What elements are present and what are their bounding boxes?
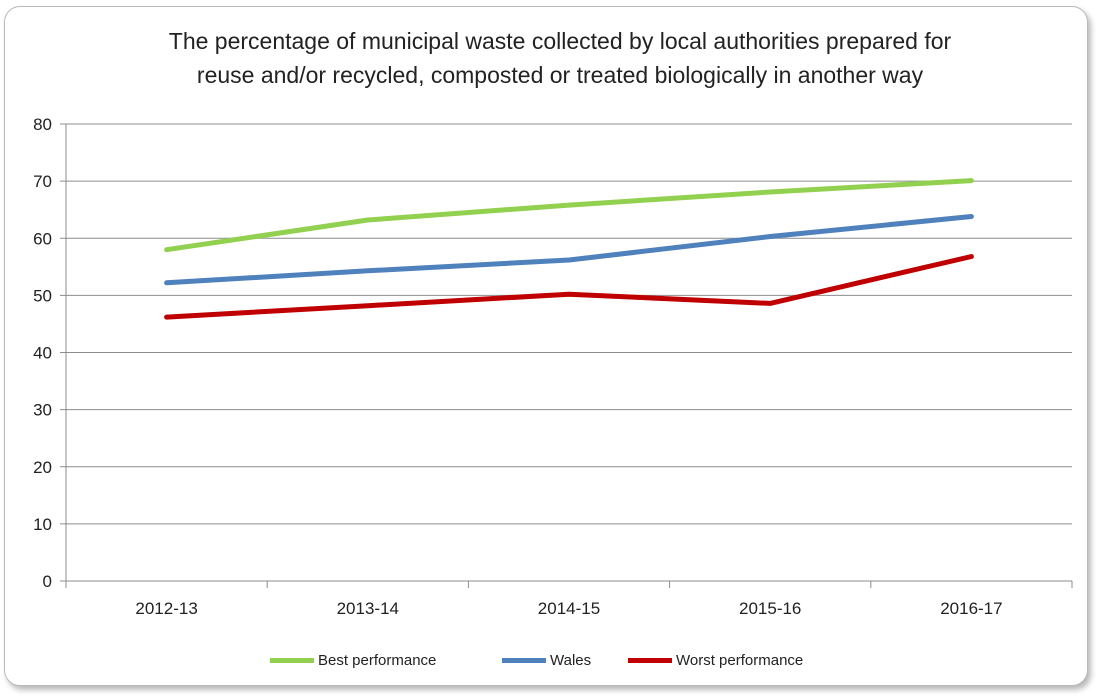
y-tick-label: 10 [33, 515, 52, 534]
series-line-wales [164, 214, 974, 286]
y-tick-label: 60 [33, 229, 52, 248]
series-line-best-performance [164, 178, 974, 253]
y-tick-label: 80 [33, 115, 52, 134]
legend-item-best-performance: Best performance [270, 648, 436, 672]
legend-label-worst-performance: Worst performance [676, 651, 804, 669]
axes [60, 123, 1073, 588]
x-tick-label: 2014-15 [538, 599, 600, 618]
y-tick-label: 20 [33, 458, 52, 477]
chart-title: The percentage of municipal waste collec… [60, 24, 1060, 92]
chart-title-line-1: The percentage of municipal waste collec… [168, 28, 952, 54]
y-tick-label: 70 [33, 172, 52, 191]
x-tick-label: 2013-14 [337, 599, 399, 618]
legend-label-wales: Wales [550, 651, 592, 669]
legend-item-worst-performance: Worst performance [628, 648, 803, 672]
legend-swatch-wales [502, 657, 546, 663]
chart-title-line-2: reuse and/or recycled, composted or trea… [196, 62, 924, 88]
x-tick-label: 2016-17 [940, 599, 1002, 618]
y-tick-label: 0 [43, 572, 52, 591]
series-lines [164, 178, 974, 320]
legend-label-best-performance: Best performance [318, 651, 437, 669]
y-tick-label: 40 [33, 344, 52, 363]
gridlines [66, 123, 1072, 525]
legend: Best performance Wales Worst performance [0, 648, 1103, 672]
x-tick-label: 2015-16 [739, 599, 801, 618]
legend-item-wales: Wales [502, 648, 591, 672]
tick-labels: 0 10 20 30 40 50 60 70 80 2012-13 2013-14 2014-15 20… [33, 115, 1003, 618]
legend-swatch-best-performance [270, 657, 314, 663]
chart-container [4, 6, 1088, 686]
y-tick-label: 30 [33, 401, 52, 420]
legend-swatch-worst-performance [628, 657, 672, 663]
series-line-worst-performance [164, 254, 974, 320]
y-tick-label: 50 [33, 286, 52, 305]
x-tick-label: 2012-13 [135, 599, 197, 618]
